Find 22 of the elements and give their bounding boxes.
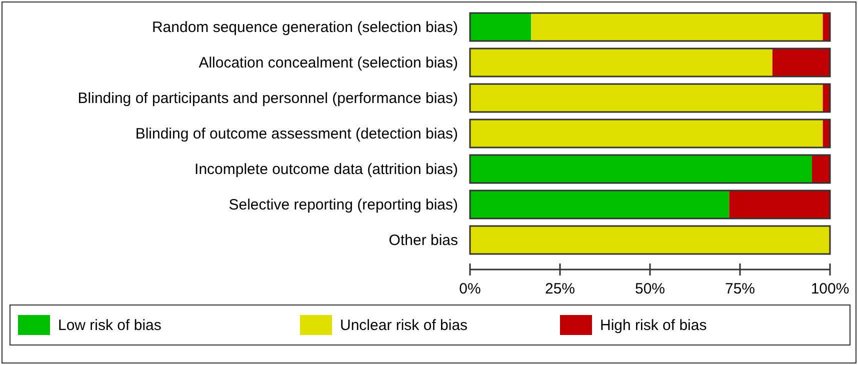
y-tick-label: Blinding of outcome assessment (detection bias) bbox=[135, 126, 458, 142]
legend-label: Unclear risk of bias bbox=[340, 317, 468, 334]
bar bbox=[470, 13, 532, 41]
x-tick-label: 75% bbox=[724, 280, 756, 298]
x-tick-label: 100% bbox=[810, 280, 850, 298]
legend-label: High risk of bias bbox=[600, 317, 707, 334]
bar bbox=[470, 48, 772, 76]
bar bbox=[812, 155, 830, 183]
y-tick-label: Incomplete outcome data (attrition bias) bbox=[194, 161, 458, 178]
x-tick-label: 0% bbox=[459, 280, 481, 298]
y-tick-label: Random sequence generation (selection bias) bbox=[152, 19, 458, 36]
bar bbox=[531, 13, 823, 41]
legend-label: Low risk of bias bbox=[58, 317, 162, 334]
y-tick-label: Allocation concealment (selection bias) bbox=[198, 54, 458, 72]
bar bbox=[772, 48, 830, 76]
bar bbox=[470, 190, 730, 218]
y-tick-label: Other bias bbox=[388, 232, 458, 249]
x-tick-label: 50% bbox=[634, 280, 666, 298]
y-tick-label: Blinding of participants and personnel (performance bias) bbox=[78, 90, 458, 107]
x-tick-label: 25% bbox=[544, 280, 576, 298]
bar bbox=[729, 190, 830, 218]
y-tick-label: Selective reporting (reporting bias) bbox=[228, 196, 458, 214]
